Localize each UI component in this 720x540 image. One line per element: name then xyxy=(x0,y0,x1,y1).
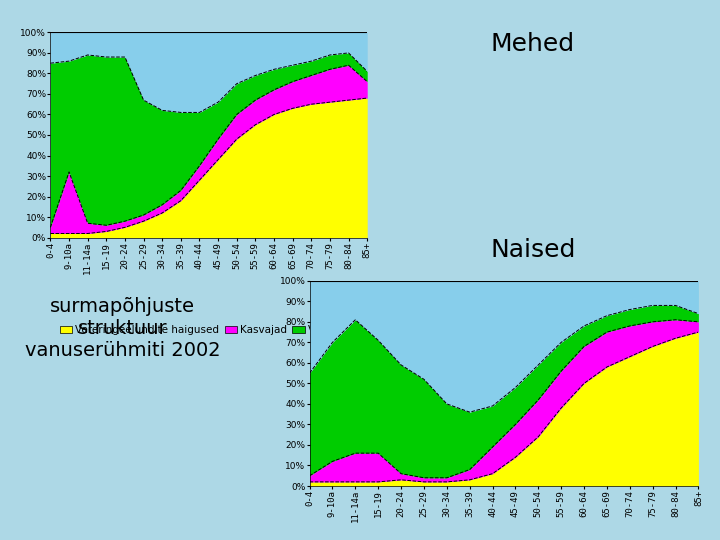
Text: Mehed: Mehed xyxy=(491,32,575,56)
Text: surmapõhjuste
struktuur
vanuserühmiti 2002: surmapõhjuste struktuur vanuserühmiti 20… xyxy=(24,297,220,360)
Text: Naised: Naised xyxy=(490,238,575,261)
Legend: Vereringeelundite haigused, Kasvajad, Vigastused, Muu: Vereringeelundite haigused, Kasvajad, Vi… xyxy=(55,321,413,339)
